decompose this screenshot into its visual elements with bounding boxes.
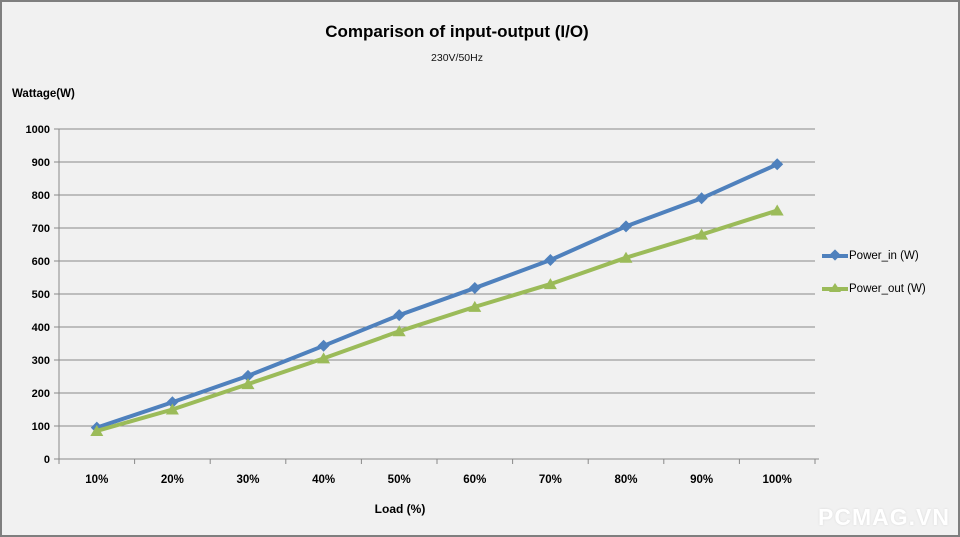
legend-entry-power-out: Power_out (W) [822,281,926,297]
x-tick-label: 60% [463,474,486,486]
y-tick-label: 200 [32,388,50,400]
diamond-marker-icon [695,192,708,205]
x-axis-title: Load (%) [374,502,426,516]
triangle-marker-icon [829,283,841,292]
pcmag-watermark: PCMAG.VN [818,504,950,530]
diamond-marker-icon [242,369,254,382]
series-line-1 [94,208,780,433]
diamond-marker-icon [771,158,784,171]
diamond-marker-icon [317,339,330,352]
power-out-line-swatch [822,283,848,292]
chart-legend: Power_in (W) Power_out (W) [822,248,926,314]
triangle-marker-icon [543,278,557,290]
y-tick-label: 0 [44,454,50,466]
power-in-line-swatch [822,249,848,261]
y-tick-label: 700 [32,223,50,235]
diamond-marker-icon [620,220,632,233]
triangle-marker-icon [90,424,104,436]
triangle-marker-icon [241,378,255,390]
legend-label-power-in: Power_in (W) [849,250,919,262]
diamond-marker-icon [166,396,179,409]
diamond-marker-icon [829,249,841,261]
x-tick-label: 90% [690,474,713,486]
x-tick-label: 20% [161,474,184,486]
series-line-0 [94,162,780,430]
triangle-marker-icon [770,204,784,216]
y-tick-label: 400 [32,322,50,334]
x-tick-label: 80% [614,474,637,486]
y-tick-label: 800 [32,190,50,202]
x-tick-label: 40% [312,474,335,486]
diamond-marker-icon [393,309,406,322]
triangle-marker-icon [468,300,482,312]
triangle-marker-icon [392,325,406,337]
y-tick-label: 300 [32,355,50,367]
triangle-marker-icon [165,403,179,415]
diamond-marker-icon [544,254,557,267]
triangle-marker-icon [619,251,633,263]
y-tick-label: 600 [32,256,50,268]
x-tick-label: 10% [85,474,108,486]
y-tick-label: 100 [32,421,50,433]
x-tick-label: 30% [236,474,259,486]
x-tick-label: 50% [388,474,411,486]
legend-entry-power-in: Power_in (W) [822,248,926,264]
y-tick-label: 1000 [26,124,50,136]
y-axis-title: Wattage(W) [12,88,75,100]
y-tick-label: 900 [32,157,50,169]
legend-label-power-out: Power_out (W) [849,283,926,295]
x-tick-label: 100% [762,474,791,486]
y-tick-label: 500 [32,289,50,301]
x-tick-label: 70% [539,474,562,486]
chart-title: Comparison of input-output (I/O) [325,22,589,41]
diamond-marker-icon [468,282,481,295]
triangle-marker-icon [317,352,331,364]
chart-subtitle: 230V/50Hz [431,52,483,64]
triangle-marker-icon [695,228,709,240]
